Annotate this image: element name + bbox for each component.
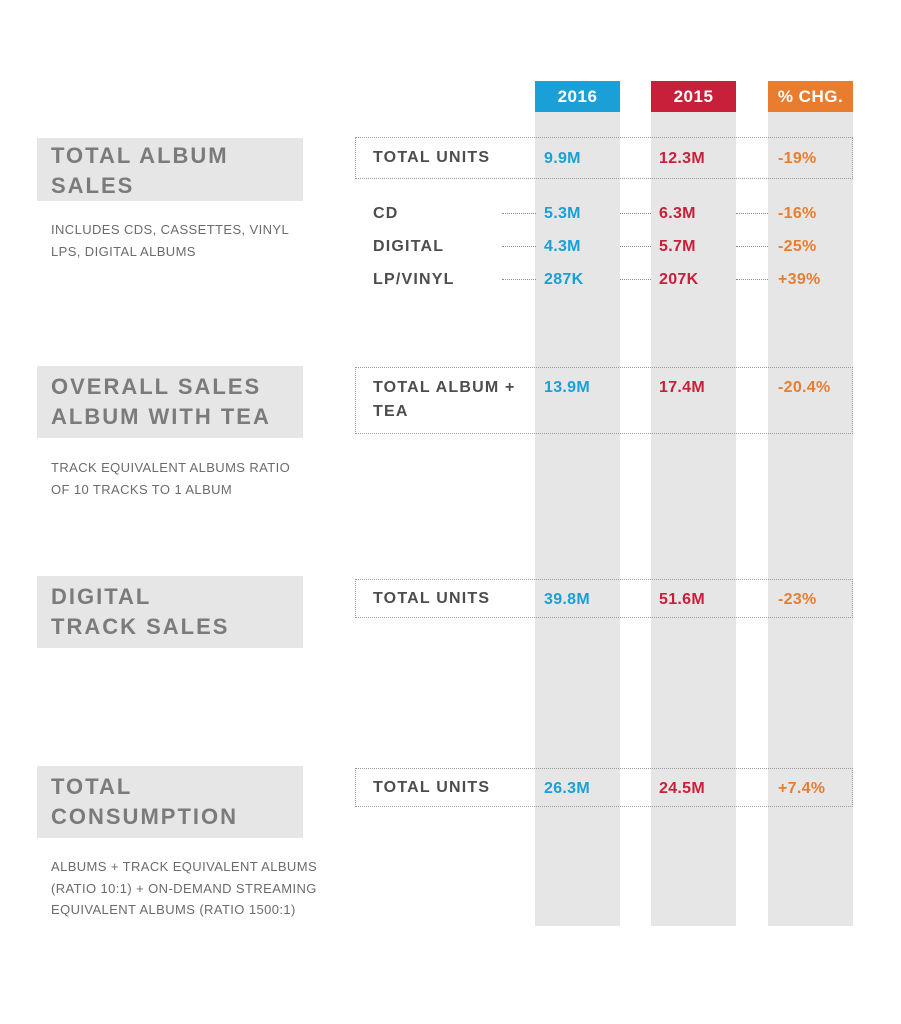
column-header-change: % CHG. bbox=[768, 81, 853, 112]
value-2015: 17.4M bbox=[659, 379, 705, 396]
row-label: TOTAL ALBUM + TEA bbox=[373, 379, 516, 420]
column-header-2016: 2016 bbox=[535, 81, 620, 112]
value-change: -16% bbox=[778, 205, 817, 222]
column-band-2015 bbox=[651, 112, 736, 926]
leader-line bbox=[736, 246, 768, 247]
value-change: -20.4% bbox=[778, 379, 831, 396]
column-header-2015: 2015 bbox=[651, 81, 736, 112]
total-row-box-album-with-tea bbox=[355, 367, 853, 434]
value-change: -19% bbox=[778, 150, 817, 167]
value-2015: 207K bbox=[659, 271, 699, 288]
row-label: CD bbox=[373, 205, 399, 222]
value-change: -23% bbox=[778, 591, 817, 608]
leader-line bbox=[620, 246, 651, 247]
value-2015: 51.6M bbox=[659, 591, 705, 608]
value-2016: 5.3M bbox=[544, 205, 581, 222]
total-row-box-digital-track-sales bbox=[355, 579, 853, 618]
value-2015: 12.3M bbox=[659, 150, 705, 167]
leader-line bbox=[620, 279, 651, 280]
column-band-change bbox=[768, 112, 853, 926]
total-row-box-album-sales bbox=[355, 137, 853, 179]
row-label: TOTAL UNITS bbox=[373, 590, 491, 607]
value-2015: 24.5M bbox=[659, 780, 705, 797]
value-2016: 4.3M bbox=[544, 238, 581, 255]
value-2016: 13.9M bbox=[544, 379, 590, 396]
section-title-total-consumption: TOTAL CONSUMPTION bbox=[37, 766, 303, 838]
section-description-album-sales: INCLUDES CDS, CASSETTES, VINYL LPS, DIGI… bbox=[51, 222, 289, 259]
row-label: LP/VINYL bbox=[373, 271, 455, 288]
value-2016: 9.9M bbox=[544, 150, 581, 167]
value-change: +39% bbox=[778, 271, 821, 288]
value-change: +7.4% bbox=[778, 780, 826, 797]
value-change: -25% bbox=[778, 238, 817, 255]
value-2015: 6.3M bbox=[659, 205, 696, 222]
section-title-album-sales: TOTAL ALBUM SALES bbox=[37, 138, 303, 201]
section-description-album-with-tea: TRACK EQUIVALENT ALBUMS RATIO OF 10 TRAC… bbox=[51, 460, 291, 497]
column-band-2016 bbox=[535, 112, 620, 926]
value-2015: 5.7M bbox=[659, 238, 696, 255]
section-title-digital-track-sales: DIGITAL TRACK SALES bbox=[37, 576, 303, 648]
leader-line bbox=[502, 246, 536, 247]
leader-line bbox=[736, 213, 768, 214]
total-row-box-total-consumption bbox=[355, 768, 853, 807]
section-title-album-with-tea: OVERALL SALES ALBUM WITH TEA bbox=[37, 366, 303, 438]
leader-line bbox=[620, 213, 651, 214]
row-label: TOTAL UNITS bbox=[373, 149, 491, 166]
value-2016: 39.8M bbox=[544, 591, 590, 608]
value-2016: 26.3M bbox=[544, 780, 590, 797]
row-label: TOTAL UNITS bbox=[373, 779, 491, 796]
row-label: DIGITAL bbox=[373, 238, 445, 255]
section-description-total-consumption: ALBUMS + TRACK EQUIVALENT ALBUMS (RATIO … bbox=[51, 859, 318, 917]
leader-line bbox=[736, 279, 768, 280]
leader-line bbox=[502, 279, 536, 280]
value-2016: 287K bbox=[544, 271, 584, 288]
leader-line bbox=[502, 213, 536, 214]
